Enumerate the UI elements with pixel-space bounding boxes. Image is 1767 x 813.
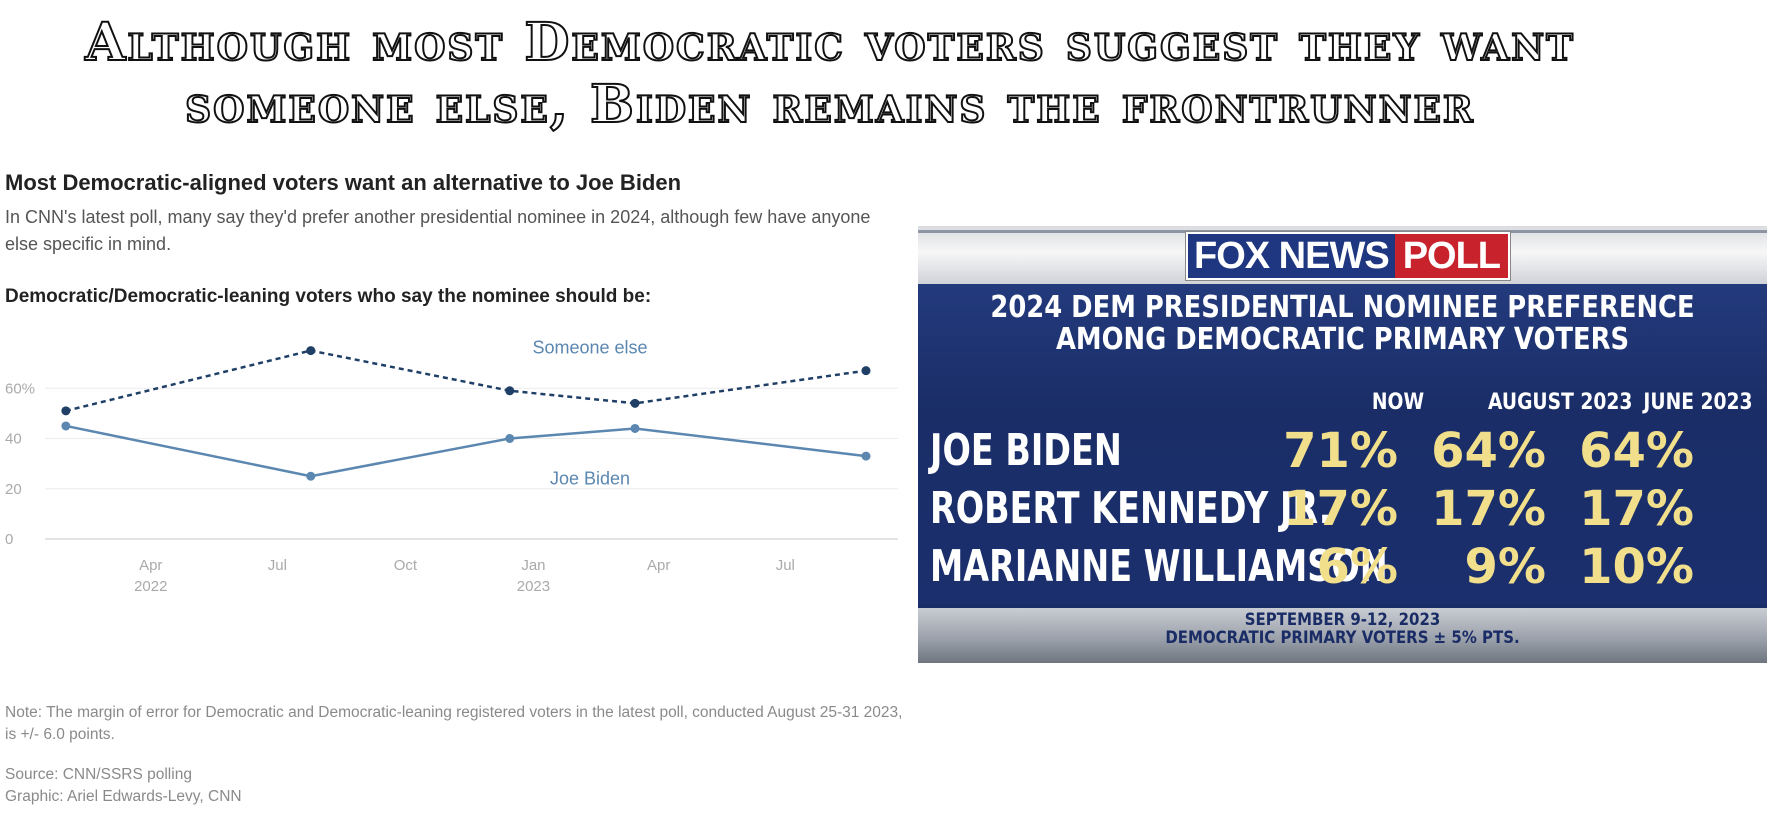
fox-news-logo-text: FOX NEWS — [1188, 234, 1395, 278]
chart-series: Someone else Joe Biden — [61, 337, 871, 488]
data-point — [306, 471, 316, 481]
value-june-2023: 10% — [1579, 539, 1694, 595]
y-tick-label: 20 — [5, 481, 22, 498]
column-header-now: NOW — [1371, 390, 1425, 415]
x-tick-year-label: 2023 — [517, 578, 550, 595]
cnn-chart-note: Note: The margin of error for Democratic… — [5, 704, 903, 743]
x-tick-label: Apr — [647, 557, 670, 574]
cnn-chart-source: Source: CNN/SSRS polling — [5, 766, 192, 783]
y-tick-label: 0 — [5, 531, 13, 548]
value-august-2023: 9% — [1464, 539, 1547, 595]
data-point — [630, 398, 640, 408]
data-point — [61, 421, 71, 431]
value-now: 17% — [1283, 481, 1398, 537]
poll-logo-text: POLL — [1394, 234, 1509, 278]
candidate-name: ROBERT KENNEDY JR. — [930, 483, 1332, 534]
cnn-chart-qualifier: Democratic/Democratic-leaning voters who… — [5, 286, 652, 307]
value-august-2023: 17% — [1431, 481, 1546, 537]
table-row: MARIANNE WILLIAMSON 6% 9% 10% — [918, 538, 1767, 596]
fox-poll-table: 2024 DEM PRESIDENTIAL NOMINEE PREFERENCE… — [918, 284, 1767, 604]
value-june-2023: 17% — [1579, 481, 1694, 537]
headline-line-1: Although most Democratic voters suggest … — [84, 11, 1575, 74]
fox-footer-margin-of-error: DEMOCRATIC PRIMARY VOTERS ± 5% PTS. — [1165, 628, 1520, 648]
y-axis-ticks: 0 20 40 60% — [5, 380, 35, 548]
data-point — [61, 406, 71, 416]
value-now: 71% — [1283, 423, 1398, 479]
value-august-2023: 64% — [1431, 423, 1546, 479]
cnn-chart-title: Most Democratic-aligned voters want an a… — [5, 170, 682, 195]
data-point — [861, 451, 871, 461]
cnn-chart-panel: Most Democratic-aligned voters want an a… — [0, 160, 910, 813]
data-point — [861, 366, 871, 376]
cnn-chart-credit: Graphic: Ariel Edwards-Levy, CNN — [5, 788, 242, 805]
table-row: JOE BIDEN 71% 64% 64% — [918, 422, 1767, 480]
fox-heading-line-2: AMONG DEMOCRATIC PRIMARY VOTERS — [1055, 322, 1630, 357]
headline-line-2: someone else, Biden remains the frontrun… — [184, 73, 1475, 136]
headline: Although most Democratic voters suggest … — [0, 11, 1660, 136]
fox-logo-band: FOX NEWS POLL — [918, 226, 1767, 284]
x-tick-label: Oct — [394, 557, 418, 574]
data-point — [630, 423, 640, 433]
column-header-august-2023: AUGUST 2023 — [1488, 390, 1633, 415]
line-chart: 0 20 40 60% Apr 2022 Jul Oct Jan 2023 Apr Jul Some… — [5, 337, 898, 595]
fox-news-poll-graphic: FOX NEWS POLL 2024 DEM PRESIDENTIAL NOMI… — [918, 226, 1767, 663]
x-tick-year-label: 2022 — [134, 578, 167, 595]
y-tick-label: 40 — [5, 431, 22, 448]
candidate-name: MARIANNE WILLIAMSON — [930, 541, 1388, 592]
value-now: 6% — [1316, 539, 1399, 595]
series-label: Someone else — [532, 337, 647, 357]
fox-footer: SEPTEMBER 9-12, 2023 DEMOCRATIC PRIMARY … — [918, 604, 1767, 663]
x-tick-label: Jan — [521, 557, 545, 574]
x-tick-label: Jul — [776, 557, 795, 574]
y-tick-label: 60% — [5, 380, 35, 397]
x-tick-label: Apr — [139, 557, 162, 574]
data-point — [505, 386, 515, 396]
cnn-chart-subtitle: In CNN's latest poll, many say they'd pr… — [5, 207, 871, 254]
x-axis-ticks: Apr 2022 Jul Oct Jan 2023 Apr Jul — [134, 557, 795, 595]
fox-news-poll-logo: FOX NEWS POLL — [1186, 232, 1511, 280]
data-point — [505, 434, 515, 443]
series-line — [65, 424, 867, 478]
value-june-2023: 64% — [1579, 423, 1694, 479]
chart-gridlines — [45, 387, 898, 540]
x-tick-label: Jul — [268, 557, 287, 574]
fox-footer-date: SEPTEMBER 9-12, 2023 — [1244, 610, 1441, 630]
column-header-june-2023: JUNE 2023 — [1643, 390, 1753, 415]
table-row: ROBERT KENNEDY JR. 17% 17% 17% — [918, 480, 1767, 538]
candidate-name: JOE BIDEN — [930, 425, 1122, 476]
fox-heading-line-1: 2024 DEM PRESIDENTIAL NOMINEE PREFERENCE — [990, 290, 1695, 325]
data-point — [306, 346, 316, 356]
series-line — [65, 349, 867, 413]
series-label: Joe Biden — [550, 468, 630, 488]
